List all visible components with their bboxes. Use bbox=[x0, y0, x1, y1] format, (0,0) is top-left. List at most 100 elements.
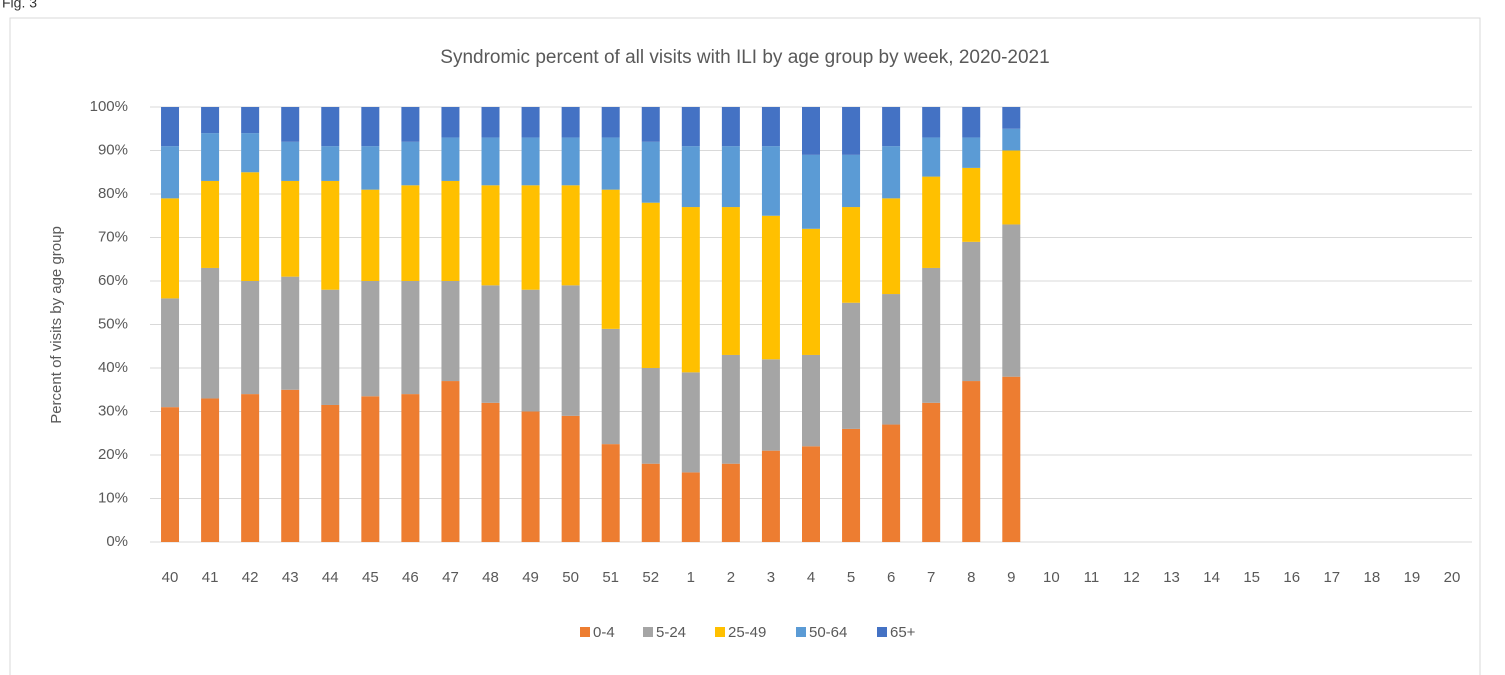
x-tick-label: 2 bbox=[727, 569, 735, 586]
x-tick-label: 17 bbox=[1323, 569, 1340, 586]
x-tick-label: 52 bbox=[642, 569, 659, 586]
bar-segment bbox=[681, 372, 700, 473]
bar-segment bbox=[161, 407, 180, 542]
bar-segment bbox=[601, 189, 620, 329]
bar-segment bbox=[802, 354, 820, 447]
bar-segment bbox=[802, 446, 820, 542]
bar-segment bbox=[922, 267, 941, 403]
x-tick-label: 4 bbox=[807, 569, 815, 586]
bar-segment bbox=[842, 107, 861, 155]
bar-segment bbox=[802, 228, 820, 355]
x-tick-label: 1 bbox=[687, 569, 695, 586]
bar-segment bbox=[761, 146, 780, 216]
y-tick-label: 100% bbox=[90, 98, 128, 115]
bar-segment bbox=[681, 207, 700, 373]
bar-segment bbox=[361, 189, 380, 281]
x-tick-label: 3 bbox=[767, 569, 775, 586]
bar-segment bbox=[922, 402, 941, 542]
x-tick-label: 46 bbox=[402, 569, 419, 586]
bar-segment bbox=[161, 146, 180, 199]
bar-segment bbox=[681, 107, 700, 147]
bar-segment bbox=[601, 328, 620, 445]
y-tick-label: 0% bbox=[106, 533, 128, 550]
bar-segment bbox=[281, 141, 300, 181]
bar-segment bbox=[842, 302, 861, 429]
y-tick-label: 70% bbox=[98, 228, 128, 245]
x-tick-label: 11 bbox=[1084, 569, 1100, 586]
bar-segment bbox=[281, 107, 300, 142]
bar-segment bbox=[441, 281, 460, 382]
bar-segment bbox=[201, 180, 220, 268]
bar-segment bbox=[281, 180, 300, 277]
bar-segment bbox=[721, 146, 740, 208]
bar-segment bbox=[922, 176, 941, 268]
y-tick-label: 80% bbox=[98, 185, 128, 202]
bar-segment bbox=[1002, 128, 1021, 151]
bar-segment bbox=[681, 472, 700, 542]
bar-segment bbox=[561, 415, 580, 542]
bar-segment bbox=[601, 137, 620, 190]
bar-segment bbox=[161, 298, 180, 408]
bar-segment bbox=[521, 185, 540, 290]
bar-segment bbox=[1002, 224, 1021, 377]
bar-segment bbox=[882, 198, 901, 295]
bar-segment bbox=[962, 167, 981, 242]
legend-swatch bbox=[580, 627, 590, 637]
bar-segment bbox=[241, 172, 260, 281]
bar-segment bbox=[561, 285, 580, 416]
x-tick-label: 14 bbox=[1203, 569, 1220, 586]
x-tick-label: 48 bbox=[482, 569, 499, 586]
bar-segment bbox=[601, 444, 620, 542]
bar-segment bbox=[641, 202, 660, 368]
bar-segment bbox=[761, 450, 780, 542]
bar-segment bbox=[281, 389, 300, 542]
bar-segment bbox=[922, 107, 941, 138]
bar-segment bbox=[561, 137, 580, 186]
bar-segment bbox=[161, 198, 180, 299]
x-tick-label: 8 bbox=[967, 569, 975, 586]
bar-segment bbox=[441, 107, 460, 138]
x-tick-label: 9 bbox=[1007, 569, 1015, 586]
x-tick-label: 44 bbox=[322, 569, 339, 586]
bar-segment bbox=[201, 107, 220, 134]
bar-segment bbox=[401, 141, 420, 186]
bar-segment bbox=[401, 394, 420, 542]
bar-segment bbox=[641, 141, 660, 203]
bar-segment bbox=[241, 107, 260, 134]
bar-segment bbox=[161, 107, 180, 147]
bar-segment bbox=[641, 107, 660, 142]
bar-segment bbox=[521, 107, 540, 138]
x-tick-label: 40 bbox=[162, 569, 179, 586]
legend-swatch bbox=[877, 627, 887, 637]
bar-segment bbox=[321, 404, 340, 542]
bar-segment bbox=[842, 207, 861, 303]
bar-segment bbox=[441, 180, 460, 281]
bar-segment bbox=[721, 354, 740, 464]
x-tick-label: 42 bbox=[242, 569, 259, 586]
bar-segment bbox=[481, 107, 500, 138]
bar-segment bbox=[281, 276, 300, 390]
bar-segment bbox=[761, 215, 780, 360]
legend-swatch bbox=[643, 627, 653, 637]
bar-segment bbox=[201, 267, 220, 399]
bar-segment bbox=[441, 381, 460, 542]
bar-segment bbox=[721, 107, 740, 147]
x-tick-label: 20 bbox=[1444, 569, 1461, 586]
figure-label: Fig. 3 bbox=[2, 0, 37, 11]
y-tick-label: 20% bbox=[98, 446, 128, 463]
bar-segment bbox=[481, 185, 500, 286]
x-tick-label: 13 bbox=[1163, 569, 1180, 586]
bar-segment bbox=[241, 281, 260, 395]
bar-segment bbox=[721, 463, 740, 542]
bar-segment bbox=[521, 411, 540, 542]
bar-segment bbox=[361, 146, 380, 190]
x-tick-label: 19 bbox=[1404, 569, 1421, 586]
bar-segment bbox=[321, 107, 340, 147]
y-tick-label: 40% bbox=[98, 359, 128, 376]
x-tick-label: 50 bbox=[562, 569, 579, 586]
x-tick-label: 12 bbox=[1123, 569, 1140, 586]
bar-segment bbox=[401, 281, 420, 395]
x-tick-label: 41 bbox=[202, 569, 219, 586]
